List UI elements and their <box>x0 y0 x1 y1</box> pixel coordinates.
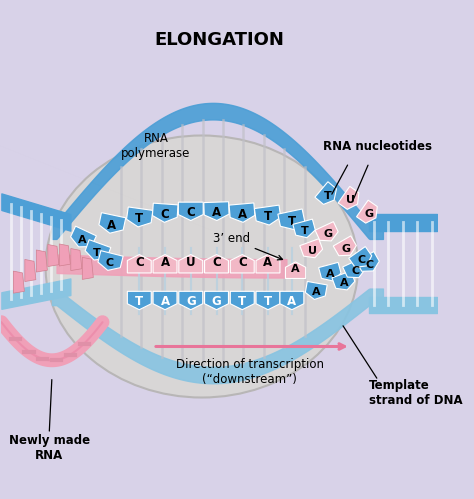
Polygon shape <box>98 250 123 270</box>
Polygon shape <box>255 205 281 225</box>
Polygon shape <box>48 245 59 266</box>
Text: U: U <box>308 246 317 256</box>
Text: A: A <box>340 278 348 288</box>
Text: T: T <box>238 295 246 308</box>
Text: U: U <box>346 195 355 205</box>
Text: A: A <box>78 235 87 245</box>
Polygon shape <box>85 240 111 260</box>
Polygon shape <box>25 259 36 281</box>
Text: G: G <box>342 244 351 254</box>
Text: A: A <box>264 256 273 269</box>
Polygon shape <box>356 251 379 271</box>
Text: C: C <box>351 266 359 276</box>
Ellipse shape <box>46 136 358 398</box>
Text: A: A <box>161 256 170 269</box>
Text: C: C <box>161 208 169 221</box>
Text: ELONGATION: ELONGATION <box>155 31 284 49</box>
Text: A: A <box>287 295 296 308</box>
Polygon shape <box>71 226 96 247</box>
Polygon shape <box>128 254 151 273</box>
Text: C: C <box>212 256 221 269</box>
Text: A: A <box>311 287 320 297</box>
Text: 3’ end: 3’ end <box>213 233 283 260</box>
Polygon shape <box>204 202 229 221</box>
Polygon shape <box>332 271 355 290</box>
Text: C: C <box>135 256 144 269</box>
Polygon shape <box>230 291 254 310</box>
Polygon shape <box>280 291 304 310</box>
Text: T: T <box>324 191 332 201</box>
Polygon shape <box>278 209 305 230</box>
Polygon shape <box>179 291 203 310</box>
Text: T: T <box>93 248 101 257</box>
Text: A: A <box>326 269 335 279</box>
Text: A: A <box>107 219 116 232</box>
Polygon shape <box>179 254 203 273</box>
Polygon shape <box>153 203 178 223</box>
Polygon shape <box>13 271 24 293</box>
Text: T: T <box>264 211 272 224</box>
Polygon shape <box>319 262 341 281</box>
Text: C: C <box>365 259 373 269</box>
Text: A: A <box>291 264 300 274</box>
Polygon shape <box>256 254 280 273</box>
Polygon shape <box>230 254 254 273</box>
Text: C: C <box>186 206 195 219</box>
Polygon shape <box>300 239 323 258</box>
Polygon shape <box>349 247 372 267</box>
Text: Template
strand of DNA: Template strand of DNA <box>369 379 463 407</box>
Text: G: G <box>365 209 374 219</box>
Polygon shape <box>205 254 228 273</box>
Text: C: C <box>358 255 366 265</box>
Text: C: C <box>238 256 246 269</box>
Polygon shape <box>178 202 203 221</box>
Polygon shape <box>315 222 338 241</box>
Polygon shape <box>338 186 359 210</box>
Text: G: G <box>211 295 221 308</box>
Text: RNA
polymerase: RNA polymerase <box>121 132 191 160</box>
Polygon shape <box>285 262 306 278</box>
Text: G: G <box>323 230 332 240</box>
Text: Newly made
RNA: Newly made RNA <box>9 434 90 462</box>
Text: T: T <box>135 295 143 308</box>
Polygon shape <box>256 291 280 310</box>
Polygon shape <box>36 250 47 272</box>
Polygon shape <box>205 291 228 310</box>
Polygon shape <box>82 257 93 279</box>
Text: A: A <box>212 206 221 219</box>
Polygon shape <box>127 207 153 227</box>
Text: RNA nucleotides: RNA nucleotides <box>323 141 432 154</box>
Polygon shape <box>229 203 255 223</box>
Polygon shape <box>153 291 177 310</box>
Polygon shape <box>343 258 366 277</box>
Polygon shape <box>99 213 126 233</box>
Text: T: T <box>135 212 143 225</box>
Polygon shape <box>153 254 177 273</box>
Text: G: G <box>186 295 196 308</box>
Polygon shape <box>333 236 356 255</box>
Polygon shape <box>305 281 327 299</box>
Polygon shape <box>128 291 151 310</box>
Text: Direction of transcription
(“downstream”): Direction of transcription (“downstream”… <box>175 358 324 386</box>
Polygon shape <box>315 182 337 205</box>
Text: T: T <box>288 215 296 228</box>
Text: U: U <box>186 256 196 269</box>
Polygon shape <box>71 249 82 270</box>
Text: T: T <box>301 226 309 236</box>
Text: T: T <box>264 295 272 308</box>
Polygon shape <box>59 244 70 266</box>
Polygon shape <box>293 219 315 238</box>
Polygon shape <box>356 200 377 223</box>
Text: A: A <box>237 208 247 221</box>
Text: C: C <box>106 258 114 268</box>
Text: A: A <box>161 295 170 308</box>
